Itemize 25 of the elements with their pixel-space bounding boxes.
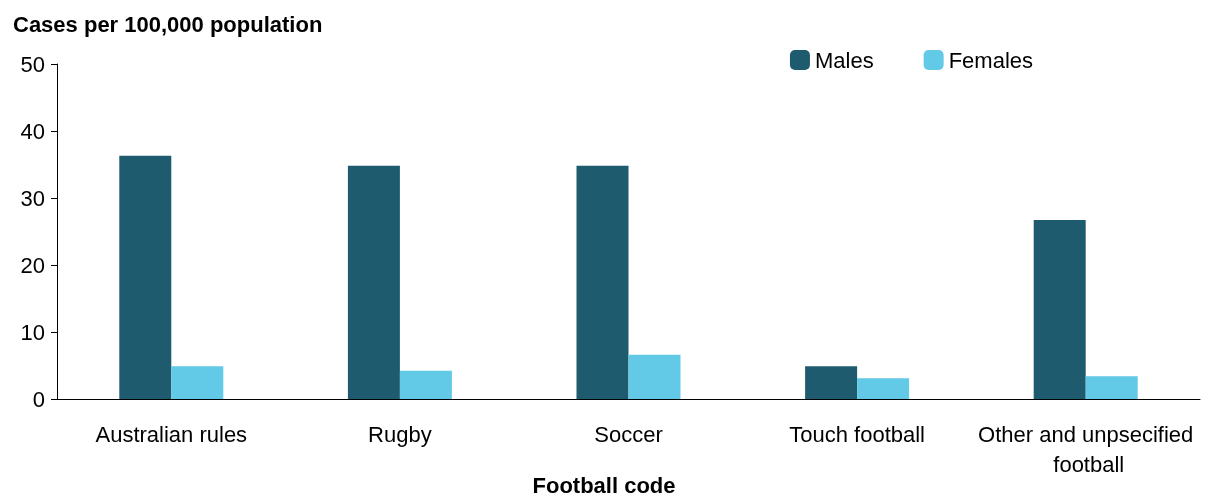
bar xyxy=(399,370,452,399)
y-tick-label: 40 xyxy=(20,118,45,144)
y-tick-label: 0 xyxy=(32,386,45,412)
legend-label: Males xyxy=(814,47,874,73)
bar xyxy=(1033,220,1086,399)
legend-label: Females xyxy=(948,47,1033,73)
bar xyxy=(1085,376,1138,399)
bar xyxy=(576,165,629,399)
y-tick-label: 20 xyxy=(20,252,45,278)
x-tick-label: Australian rules xyxy=(95,421,248,447)
bar xyxy=(347,165,400,399)
y-tick-label: 30 xyxy=(20,185,45,211)
bar xyxy=(857,378,910,399)
y-tick-label: 50 xyxy=(20,51,45,77)
x-axis-title: Football code xyxy=(532,472,676,498)
bar xyxy=(805,366,858,399)
bar xyxy=(171,366,224,399)
y-tick-label: 10 xyxy=(20,319,45,345)
x-tick-label: Touch football xyxy=(789,421,925,447)
x-tick-label: Other and unpsecified football xyxy=(978,421,1194,477)
bar xyxy=(628,354,681,399)
x-tick-label: Soccer xyxy=(594,421,663,447)
x-tick-label: Rugby xyxy=(368,421,432,447)
y-axis-title: Cases per 100,000 population xyxy=(13,11,323,37)
bar xyxy=(119,155,172,399)
